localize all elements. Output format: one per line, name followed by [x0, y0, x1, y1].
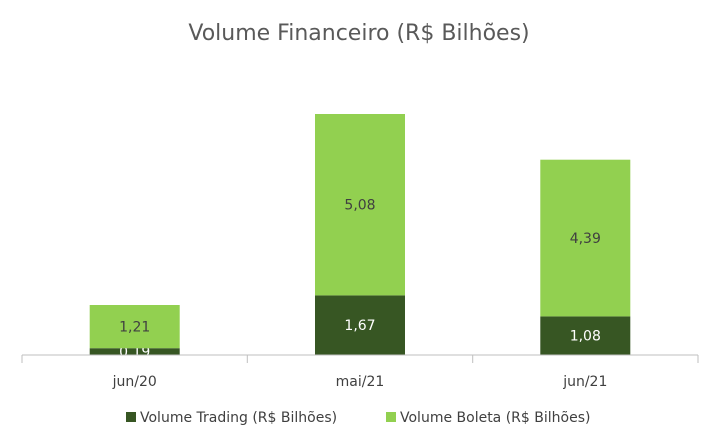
x-tick-label-3: jun/21 — [562, 374, 607, 390]
x-axis-ticks: jun/20 mai/21 jun/21 — [21, 355, 699, 390]
data-label-trading-2: 1,67 — [344, 318, 375, 334]
bar-trading-2 — [315, 295, 405, 355]
data-label-boleta-3: 4,39 — [570, 231, 601, 247]
chart-title: Volume Financeiro (R$ Bilhões) — [188, 21, 529, 46]
data-label-trading-1: 0,19 — [119, 345, 150, 361]
legend-label-boleta: Volume Boleta (R$ Bilhões) — [400, 410, 590, 426]
x-tick-label-1: jun/20 — [112, 374, 157, 390]
bar-trading-1 — [89, 348, 180, 355]
data-label-boleta-2: 5,08 — [344, 198, 375, 214]
bar-boleta-1 — [89, 305, 180, 349]
x-tick-label-2: mai/21 — [336, 374, 385, 390]
data-label-trading-3: 1,08 — [570, 329, 601, 345]
legend-label-trading: Volume Trading (R$ Bilhões) — [140, 410, 337, 426]
bar-boleta-3 — [540, 159, 631, 317]
legend-swatch-trading — [126, 412, 136, 422]
legend-swatch-boleta — [386, 412, 396, 422]
data-label-boleta-1: 1,21 — [119, 320, 150, 336]
bar-trading-3 — [540, 316, 631, 355]
bars-group: 0,19 1,21 1,67 5,08 1,08 4,39 — [89, 114, 631, 361]
bar-boleta-2 — [315, 114, 405, 296]
legend: Volume Trading (R$ Bilhões) Volume Boleta… — [126, 410, 590, 426]
